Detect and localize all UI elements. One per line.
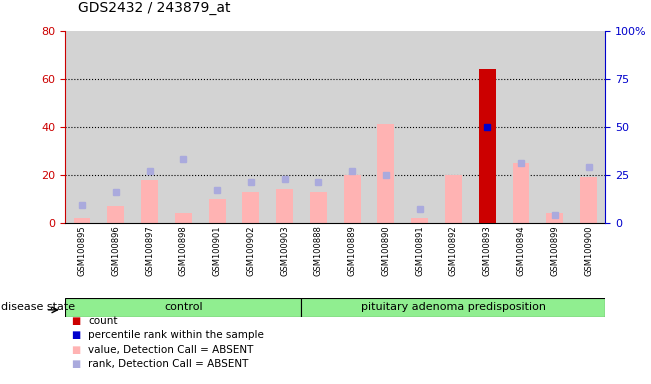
Bar [208, 199, 225, 223]
Text: ■: ■ [72, 359, 81, 369]
Text: control: control [164, 302, 202, 312]
Bar [175, 213, 192, 223]
Bar [310, 192, 327, 223]
Text: ■: ■ [72, 316, 81, 326]
Bar [141, 180, 158, 223]
Bar [580, 177, 597, 223]
Bar [242, 192, 259, 223]
Text: ■: ■ [72, 345, 81, 355]
Bar [107, 206, 124, 223]
Text: disease state: disease state [1, 302, 75, 312]
Bar [478, 69, 495, 223]
Text: count: count [88, 316, 117, 326]
Text: percentile rank within the sample: percentile rank within the sample [88, 330, 264, 340]
Bar [65, 298, 301, 317]
Text: ■: ■ [72, 330, 81, 340]
Bar [276, 189, 293, 223]
Bar [378, 124, 395, 223]
Text: rank, Detection Call = ABSENT: rank, Detection Call = ABSENT [88, 359, 248, 369]
Bar [301, 298, 605, 317]
Bar [344, 175, 361, 223]
Bar [411, 218, 428, 223]
Text: pituitary adenoma predisposition: pituitary adenoma predisposition [361, 302, 546, 312]
Bar [74, 218, 90, 223]
Bar [512, 163, 529, 223]
Bar [445, 175, 462, 223]
Text: GDS2432 / 243879_at: GDS2432 / 243879_at [78, 2, 230, 15]
Bar [546, 213, 563, 223]
Text: value, Detection Call = ABSENT: value, Detection Call = ABSENT [88, 345, 253, 355]
